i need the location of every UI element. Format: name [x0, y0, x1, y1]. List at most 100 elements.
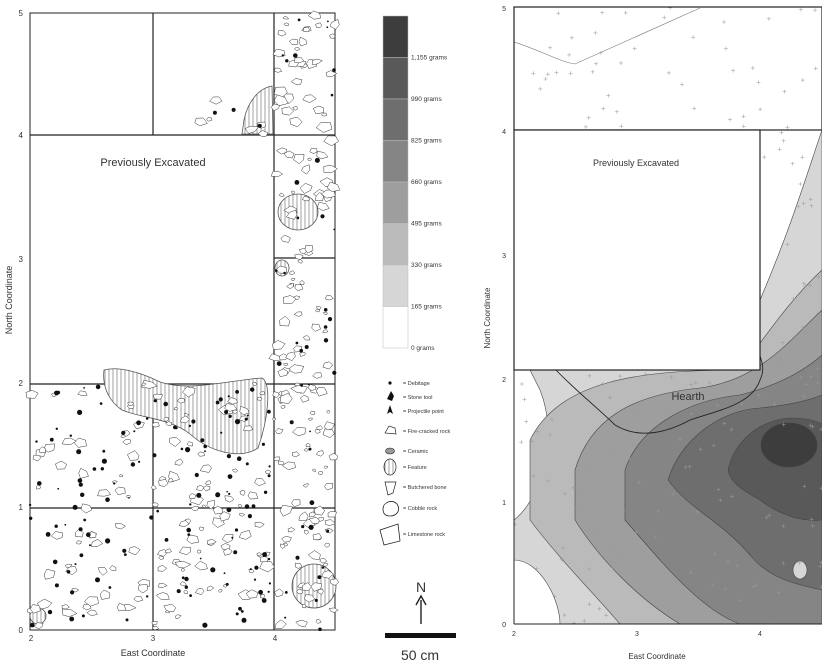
left-artifact [228, 492, 231, 495]
left-artifact [308, 447, 312, 451]
left-rock [221, 534, 234, 544]
left-rock [254, 478, 266, 486]
left-artifact [261, 442, 265, 446]
left-rock [281, 535, 292, 543]
left-artifact [297, 18, 301, 22]
sample-point [554, 70, 559, 75]
left-rock [265, 469, 272, 474]
left-y-tick-0: 0 [19, 626, 24, 635]
contour-small-hole [792, 560, 808, 580]
left-artifact [210, 567, 216, 573]
left-rock [122, 439, 131, 445]
left-rock [302, 94, 317, 103]
left-rock [175, 614, 182, 619]
left-artifact [81, 614, 85, 618]
left-rock [244, 125, 259, 134]
left-rock [307, 157, 312, 162]
left-rock [330, 578, 339, 586]
contour-1155 [760, 422, 818, 468]
left-artifact [249, 568, 252, 571]
left-artifact [333, 228, 335, 231]
left-map-frame [29, 12, 336, 631]
left-rock [141, 382, 146, 387]
right-y-tick-5: 5 [502, 6, 506, 13]
left-rock [30, 604, 41, 614]
left-rock [307, 384, 317, 391]
left-rock [158, 555, 165, 560]
left-rock [39, 446, 47, 454]
left-rock [300, 395, 309, 403]
sample-point [691, 35, 696, 40]
left-rock [174, 561, 192, 569]
left-artifact [309, 430, 311, 433]
left-map-y-ticks: 0 1 2 3 4 5 [19, 9, 24, 635]
sample-point [816, 275, 821, 279]
legend-debitage: = Debitage [403, 381, 430, 387]
left-rock [282, 16, 290, 20]
left-artifact [254, 565, 259, 570]
sample-point [637, 406, 642, 411]
left-artifact [191, 419, 196, 424]
sample-point [653, 410, 658, 415]
left-artifact [240, 610, 244, 613]
left-artifact [225, 582, 229, 586]
left-rock [275, 428, 284, 435]
right-y-tick-0: 0 [502, 622, 506, 629]
left-artifact [247, 514, 252, 519]
left-rock [293, 382, 301, 387]
left-x-tick-3: 3 [151, 634, 156, 643]
left-rock [151, 626, 160, 631]
left-rock [239, 513, 246, 517]
left-rock [223, 548, 233, 556]
sample-point [778, 356, 783, 361]
left-artifact [308, 524, 314, 530]
left-artifact [327, 317, 333, 322]
sample-point [802, 484, 807, 489]
left-map-x-ticks: 2 3 4 [29, 634, 278, 643]
left-artifact [79, 553, 84, 558]
sample-point [801, 281, 806, 286]
sample-point [666, 70, 671, 75]
left-artifact [226, 454, 231, 459]
left-rock [303, 26, 310, 33]
north-arrow-label: N [416, 579, 426, 595]
left-rock [126, 495, 131, 499]
sample-point [695, 509, 700, 514]
right-map-xlabel: East Coordinate [628, 652, 686, 661]
left-artifact [226, 507, 232, 513]
left-rock [75, 540, 82, 545]
sample-point [813, 347, 818, 352]
sample-point [632, 406, 637, 411]
sample-point [627, 456, 632, 461]
left-artifact [175, 426, 178, 430]
left-artifact [257, 123, 262, 128]
left-artifact [123, 553, 127, 556]
left-artifact [332, 68, 336, 72]
left-rock [313, 505, 326, 516]
left-artifact [261, 598, 267, 603]
left-rock [273, 94, 289, 107]
left-rock [186, 441, 193, 447]
left-artifact [136, 420, 142, 426]
sample-point [569, 35, 574, 40]
sample-point [552, 594, 557, 599]
sample-point [545, 72, 550, 77]
sample-point [722, 20, 726, 24]
left-rock [243, 425, 254, 432]
sample-point [621, 508, 626, 513]
left-rock [295, 619, 308, 628]
sample-point [707, 380, 712, 385]
sample-point [723, 587, 728, 591]
sample-point [810, 424, 815, 429]
left-artifact [323, 325, 328, 329]
left-artifact [226, 490, 228, 493]
sample-point [556, 11, 561, 16]
left-rock [194, 560, 208, 571]
left-artifact [276, 361, 282, 366]
left-artifact [80, 492, 85, 497]
sample-point [535, 429, 540, 434]
left-rock [312, 58, 323, 66]
sample-point [777, 147, 782, 152]
left-rock [152, 393, 164, 400]
left-rock [82, 603, 92, 611]
